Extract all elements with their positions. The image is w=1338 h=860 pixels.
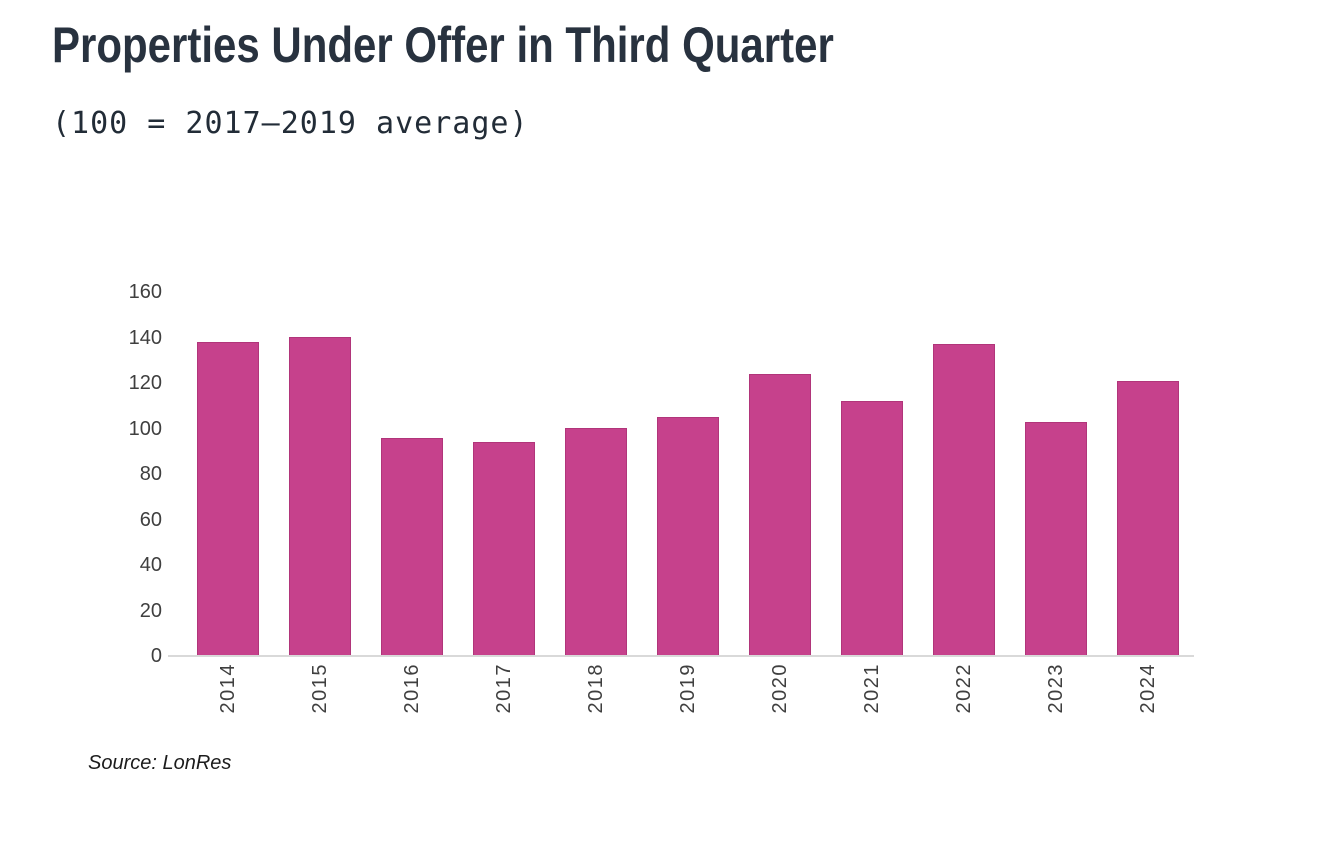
- x-tick-label-2020: 2020: [768, 663, 791, 714]
- bar-2021: [841, 401, 903, 656]
- bar-2018: [565, 428, 627, 656]
- x-tick-label-2018: 2018: [584, 663, 607, 714]
- x-tick-slot-2023: 2023: [1010, 663, 1102, 735]
- x-tick-label-2014: 2014: [216, 663, 239, 714]
- x-tick-label-2022: 2022: [952, 663, 975, 714]
- x-tick-slot-2014: 2014: [182, 663, 274, 735]
- x-axis-line: [168, 655, 1194, 657]
- bar-2022: [933, 344, 995, 656]
- chart-title: Properties Under Offer in Third Quarter: [52, 17, 834, 73]
- bar-slot-2021: [826, 292, 918, 656]
- x-tick-label-2024: 2024: [1136, 663, 1159, 714]
- y-tick-label-140: 140: [128, 326, 162, 349]
- y-tick-label-100: 100: [128, 417, 162, 440]
- x-tick-slot-2018: 2018: [550, 663, 642, 735]
- bar-slot-2016: [366, 292, 458, 656]
- x-tick-slot-2024: 2024: [1102, 663, 1194, 735]
- bar-2017: [473, 442, 535, 656]
- x-tick-label-2019: 2019: [676, 663, 699, 714]
- bar-2024: [1117, 381, 1179, 656]
- y-tick-label-160: 160: [128, 281, 162, 303]
- y-tick-label-20: 20: [139, 599, 162, 622]
- bar-slot-2019: [642, 292, 734, 656]
- bar-2015: [289, 337, 351, 656]
- x-tick-slot-2019: 2019: [642, 663, 734, 735]
- bar-2016: [381, 438, 443, 656]
- x-tick-label-2023: 2023: [1044, 663, 1067, 714]
- x-tick-label-2017: 2017: [492, 663, 515, 714]
- y-tick-label-80: 80: [139, 463, 162, 485]
- y-tick-label-0: 0: [150, 645, 162, 667]
- bar-slot-2015: [274, 292, 366, 656]
- x-tick-slot-2016: 2016: [366, 663, 458, 735]
- y-axis: 0 20 40 60 80 100 120 140 160: [86, 282, 162, 666]
- x-tick-slot-2017: 2017: [458, 663, 550, 735]
- bar-slot-2022: [918, 292, 1010, 656]
- x-tick-slot-2020: 2020: [734, 663, 826, 735]
- x-tick-label-2015: 2015: [308, 663, 331, 714]
- bar-2023: [1025, 422, 1087, 656]
- source-note: Source: LonRes: [88, 752, 232, 774]
- bar-slot-2020: [734, 292, 826, 656]
- x-tick-label-2021: 2021: [860, 663, 883, 714]
- x-tick-slot-2022: 2022: [918, 663, 1010, 735]
- chart-subtitle: (100 = 2017–2019 average): [52, 106, 529, 141]
- y-tick-label-120: 120: [128, 372, 162, 394]
- bar-slot-2017: [458, 292, 550, 656]
- bar-2020: [749, 374, 811, 656]
- bar-slot-2024: [1102, 292, 1194, 656]
- x-axis-labels: 2014 2015 2016 2017 2018 2019 2020 2021 2022 2023…: [182, 663, 1194, 735]
- bar-2014: [197, 342, 259, 656]
- bar-slot-2014: [182, 292, 274, 656]
- x-tick-slot-2021: 2021: [826, 663, 918, 735]
- bar-slot-2018: [550, 292, 642, 656]
- bar-2019: [657, 417, 719, 656]
- y-tick-label-40: 40: [139, 554, 162, 576]
- x-tick-label-2016: 2016: [400, 663, 423, 714]
- y-tick-label-60: 60: [139, 508, 162, 531]
- x-tick-slot-2015: 2015: [274, 663, 366, 735]
- bar-slot-2023: [1010, 292, 1102, 656]
- plot-area: [182, 292, 1194, 656]
